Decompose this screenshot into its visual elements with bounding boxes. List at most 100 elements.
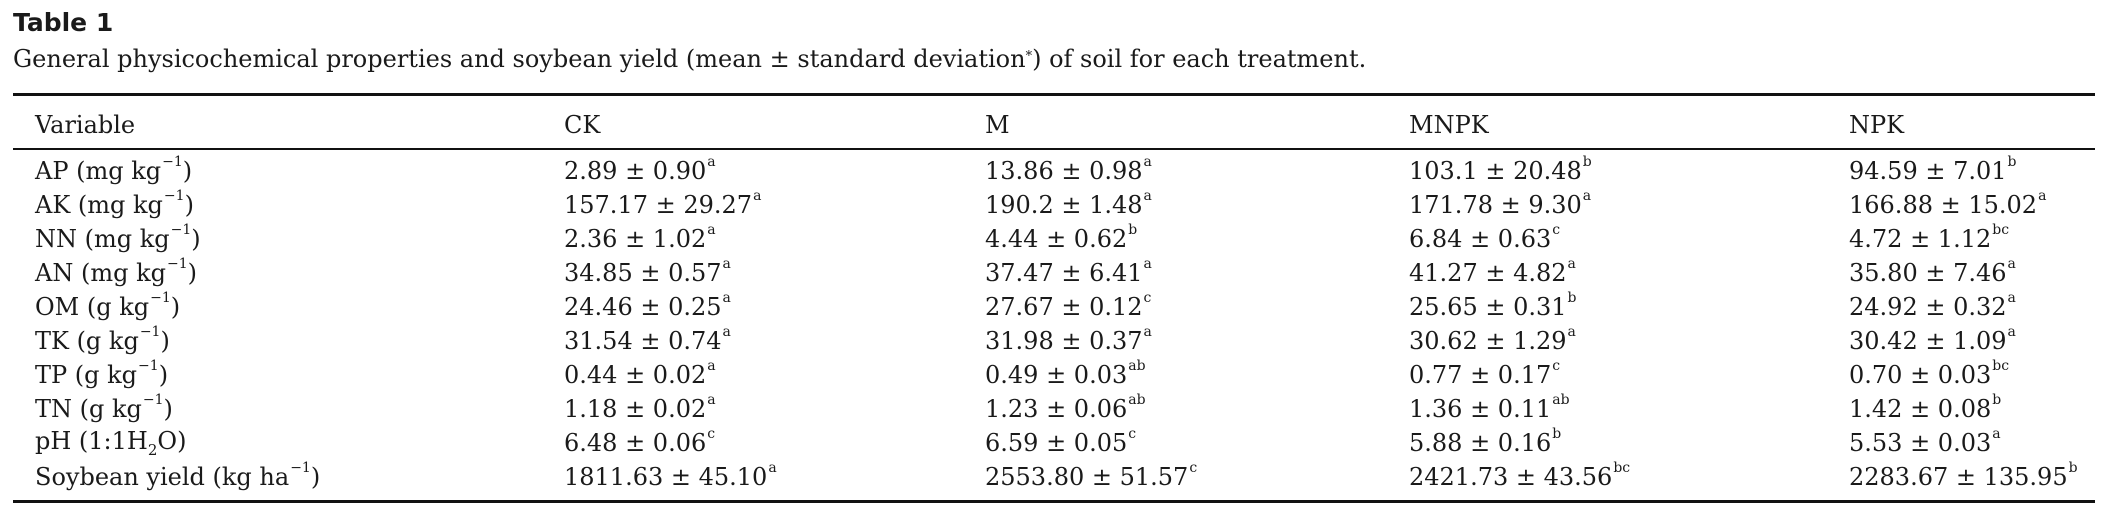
mean-sd-value: 2283.67 ± 135.95 <box>1849 463 2068 491</box>
value-cell: 5.88 ± 0.16b <box>1409 426 1849 460</box>
value-cell: 37.47 ± 6.41a <box>985 256 1409 290</box>
unit-exponent: −1 <box>166 256 188 272</box>
mean-sd-value: 5.88 ± 0.16 <box>1409 429 1552 457</box>
significance-letter: a <box>1567 256 1576 272</box>
value-cell: 13.86 ± 0.98a <box>985 149 1409 188</box>
mean-sd-value: 103.1 ± 20.48 <box>1409 157 1582 185</box>
row-variable-cell: pH (1:1H2O) <box>13 426 564 460</box>
variable-label: AK (mg kg <box>35 191 163 219</box>
variable-label-end: ) <box>184 191 194 219</box>
table-row: pH (1:1H2O) 6.48 ± 0.06c 6.59 ± 0.05c 5.88 … <box>13 426 2095 460</box>
value-cell: 94.59 ± 7.01b <box>1849 149 2095 188</box>
value-cell: 2.36 ± 1.02a <box>564 222 985 256</box>
value-cell: 30.42 ± 1.09a <box>1849 324 2095 358</box>
significance-letter: a <box>707 222 716 238</box>
value-cell: 1811.63 ± 45.10a <box>564 460 985 502</box>
data-table: Variable CK M MNPK NPK AP (mg kg−1) 2.89 … <box>13 93 2095 503</box>
table-row: OM (g kg−1) 24.46 ± 0.25a 27.67 ± 0.12c 25.… <box>13 290 2095 324</box>
variable-label: TN (g kg <box>35 395 142 423</box>
column-header-m: M <box>985 111 1010 139</box>
row-variable-cell: TK (g kg−1) <box>13 324 564 358</box>
header-row: Variable CK M MNPK NPK <box>13 94 2095 149</box>
mean-sd-value: 94.59 ± 7.01 <box>1849 157 2007 185</box>
value-cell: 1.18 ± 0.02a <box>564 392 985 426</box>
mean-sd-value: 2.36 ± 1.02 <box>564 225 707 253</box>
mean-sd-value: 4.72 ± 1.12 <box>1849 225 1992 253</box>
mean-sd-value: 27.67 ± 0.12 <box>985 293 1143 321</box>
table-row: TP (g kg−1) 0.44 ± 0.02a 0.49 ± 0.03ab 0.77… <box>13 358 2095 392</box>
unit-exponent: −1 <box>150 290 171 306</box>
column-header-ck: CK <box>564 111 601 139</box>
mean-sd-value: 25.65 ± 0.31 <box>1409 293 1567 321</box>
mean-sd-value: 13.86 ± 0.98 <box>985 157 1143 185</box>
row-variable-cell: AN (mg kg−1) <box>13 256 564 290</box>
mean-sd-value: 6.84 ± 0.63 <box>1409 225 1552 253</box>
value-cell: 103.1 ± 20.48b <box>1409 149 1849 188</box>
caption-footnote-marker: * <box>1025 49 1033 64</box>
variable-label-end: ) <box>160 327 170 355</box>
mean-sd-value: 0.44 ± 0.02 <box>564 361 707 389</box>
significance-letter: a <box>2007 256 2016 272</box>
variable-label-end: ) <box>191 225 201 253</box>
mean-sd-value: 0.77 ± 0.17 <box>1409 361 1552 389</box>
value-cell: 2553.80 ± 51.57c <box>985 460 1409 502</box>
value-cell: 2.89 ± 0.90a <box>564 149 985 188</box>
mean-sd-value: 6.59 ± 0.05 <box>985 429 1128 457</box>
mean-sd-value: 190.2 ± 1.48 <box>985 191 1143 219</box>
row-variable-cell: TN (g kg−1) <box>13 392 564 426</box>
value-cell: 27.67 ± 0.12c <box>985 290 1409 324</box>
table-row: AK (mg kg−1) 157.17 ± 29.27a 190.2 ± 1.48a… <box>13 188 2095 222</box>
significance-letter: a <box>707 358 716 374</box>
significance-letter: bc <box>1992 222 2010 238</box>
significance-letter: a <box>768 460 777 476</box>
unit-exponent: −1 <box>142 392 164 408</box>
significance-letter: a <box>707 154 716 170</box>
significance-letter: a <box>707 392 716 408</box>
row-variable-cell: Soybean yield (kg ha−1) <box>13 460 564 502</box>
row-variable-cell: AP (mg kg−1) <box>13 149 564 188</box>
significance-letter: c <box>1552 358 1561 374</box>
significance-letter: a <box>722 324 731 340</box>
significance-letter: bc <box>1613 460 1631 476</box>
mean-sd-value: 30.62 ± 1.29 <box>1409 327 1567 355</box>
significance-letter: c <box>1189 460 1198 476</box>
row-variable-cell: AK (mg kg−1) <box>13 188 564 222</box>
value-cell: 6.84 ± 0.63c <box>1409 222 1849 256</box>
row-variable-cell: OM (g kg−1) <box>13 290 564 324</box>
significance-letter: a <box>722 290 731 306</box>
variable-label-end: ) <box>170 293 181 321</box>
column-header-npk: NPK <box>1849 111 1905 139</box>
value-cell: 24.46 ± 0.25a <box>564 290 985 324</box>
variable-label: AP (mg kg <box>35 157 162 185</box>
value-cell: 31.98 ± 0.37a <box>985 324 1409 358</box>
mean-sd-value: 157.17 ± 29.27 <box>564 191 753 219</box>
significance-letter: a <box>1992 426 2001 442</box>
table-body: AP (mg kg−1) 2.89 ± 0.90a 13.86 ± 0.98a 103… <box>13 149 2095 502</box>
table-row: TN (g kg−1) 1.18 ± 0.02a 1.23 ± 0.06ab 1.36… <box>13 392 2095 426</box>
value-cell: 166.88 ± 15.02a <box>1849 188 2095 222</box>
variable-label: pH (1:1H <box>35 427 148 456</box>
mean-sd-value: 1.18 ± 0.02 <box>564 395 707 423</box>
column-header-variable: Variable <box>35 111 136 139</box>
significance-letter: b <box>1567 290 1577 306</box>
mean-sd-value: 0.49 ± 0.03 <box>985 361 1128 389</box>
mean-sd-value: 1811.63 ± 45.10 <box>564 463 768 491</box>
unit-exponent: −1 <box>290 460 311 476</box>
significance-letter: a <box>2038 188 2047 204</box>
mean-sd-value: 24.46 ± 0.25 <box>564 293 722 321</box>
value-cell: 34.85 ± 0.57a <box>564 256 985 290</box>
mean-sd-value: 35.80 ± 7.46 <box>1849 259 2007 287</box>
value-cell: 1.36 ± 0.11ab <box>1409 392 1849 426</box>
mean-sd-value: 166.88 ± 15.02 <box>1849 191 2038 219</box>
table-row: NN (mg kg−1) 2.36 ± 1.02a 4.44 ± 0.62b 6.84… <box>13 222 2095 256</box>
significance-letter: c <box>707 426 716 442</box>
significance-letter: b <box>2007 154 2017 170</box>
variable-label: Soybean yield (kg ha <box>35 463 290 491</box>
unit-exponent: −1 <box>170 222 192 238</box>
variable-label: TP (g kg <box>35 361 138 389</box>
unit-exponent: −1 <box>162 154 183 170</box>
unit-exponent: −1 <box>163 188 185 204</box>
variable-label: OM (g kg <box>35 293 150 321</box>
significance-letter: c <box>1128 426 1137 442</box>
significance-letter: a <box>1582 188 1592 204</box>
